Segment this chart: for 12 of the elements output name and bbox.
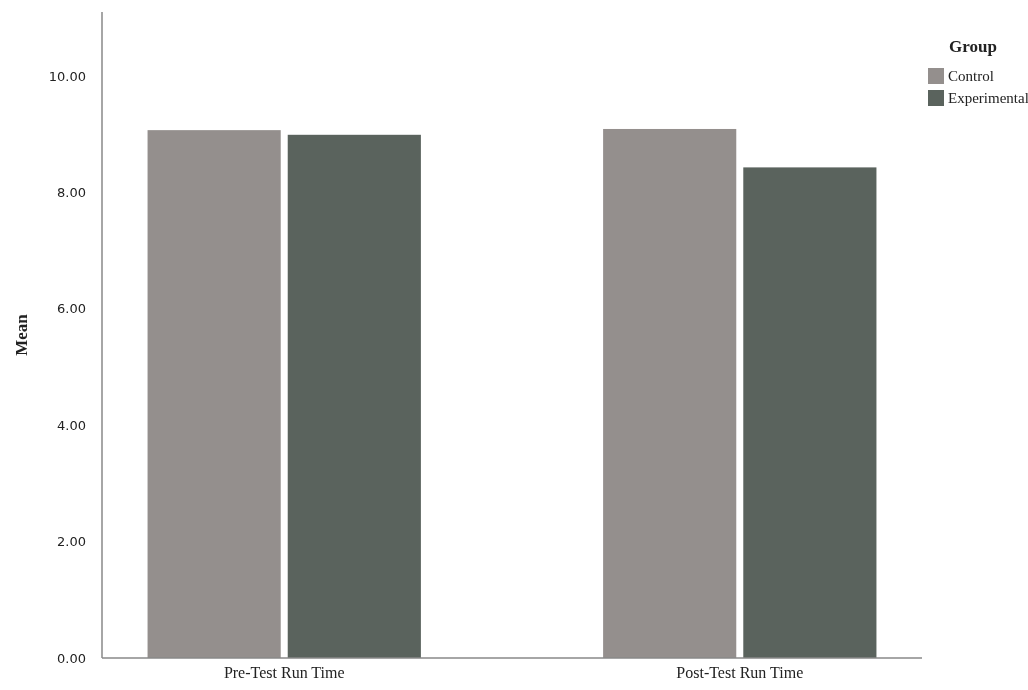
y-axis-title: Mean xyxy=(12,313,31,356)
x-tick-label: Post-Test Run Time xyxy=(676,664,804,681)
x-tick-label: Pre-Test Run Time xyxy=(223,664,345,681)
legend-label: Control xyxy=(948,68,994,84)
y-tick-label: 2.00 xyxy=(57,534,86,550)
y-tick-label: 10.00 xyxy=(48,68,86,84)
y-tick-label: 0.00 xyxy=(57,650,86,666)
y-tick-label: 8.00 xyxy=(57,184,86,200)
y-tick-label: 4.00 xyxy=(57,417,86,433)
legend-label: Experimental xyxy=(948,90,1028,106)
y-tick-label: 6.00 xyxy=(57,301,86,317)
legend-title: Group xyxy=(949,37,997,56)
